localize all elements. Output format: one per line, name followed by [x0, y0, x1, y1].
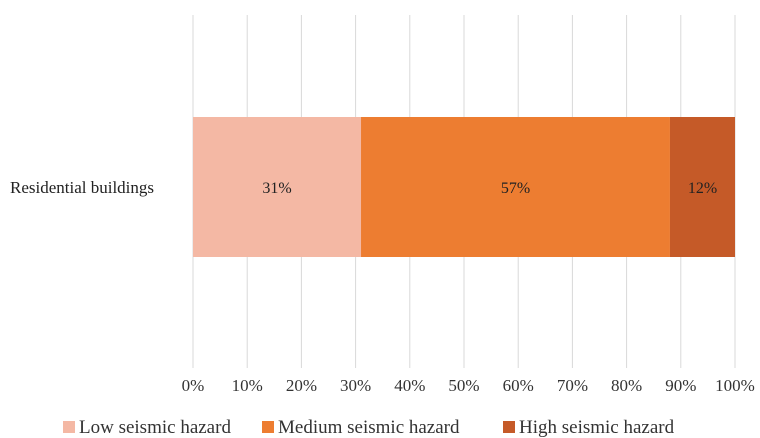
legend-swatch	[63, 421, 75, 433]
data-labels: 31% 57% 12%	[262, 180, 717, 197]
bar-segment	[193, 117, 362, 257]
bar-segment	[669, 117, 735, 257]
x-tick-label: 70%	[557, 376, 588, 395]
x-tick-label: 10%	[232, 376, 263, 395]
x-tick-label: 30%	[340, 376, 371, 395]
x-tick-label: 40%	[394, 376, 425, 395]
x-tick-label: 60%	[503, 376, 534, 395]
y-axis: Residential buildings	[10, 178, 154, 197]
x-tick-label: 50%	[448, 376, 479, 395]
legend-label: High seismic hazard	[519, 417, 675, 438]
x-tick-label: 90%	[665, 376, 696, 395]
x-tick-label: 80%	[611, 376, 642, 395]
legend-swatch	[503, 421, 515, 433]
bar-segment	[361, 117, 670, 257]
legend-swatch	[262, 421, 274, 433]
x-tick-label: 20%	[286, 376, 317, 395]
x-axis: 0% 10% 20% 30% 40% 50% 60% 70% 80% 90% 100%	[182, 376, 755, 395]
category-label: Residential buildings	[10, 178, 154, 197]
x-tick-label: 100%	[715, 376, 755, 395]
bars	[193, 117, 735, 257]
data-label: 57%	[501, 180, 530, 197]
legend-label: Low seismic hazard	[79, 417, 231, 438]
legend-label: Medium seismic hazard	[278, 417, 460, 438]
x-tick-label: 0%	[182, 376, 205, 395]
legend: Low seismic hazard Medium seismic hazard H…	[63, 417, 675, 438]
data-label: 12%	[688, 180, 717, 197]
data-label: 31%	[262, 180, 291, 197]
